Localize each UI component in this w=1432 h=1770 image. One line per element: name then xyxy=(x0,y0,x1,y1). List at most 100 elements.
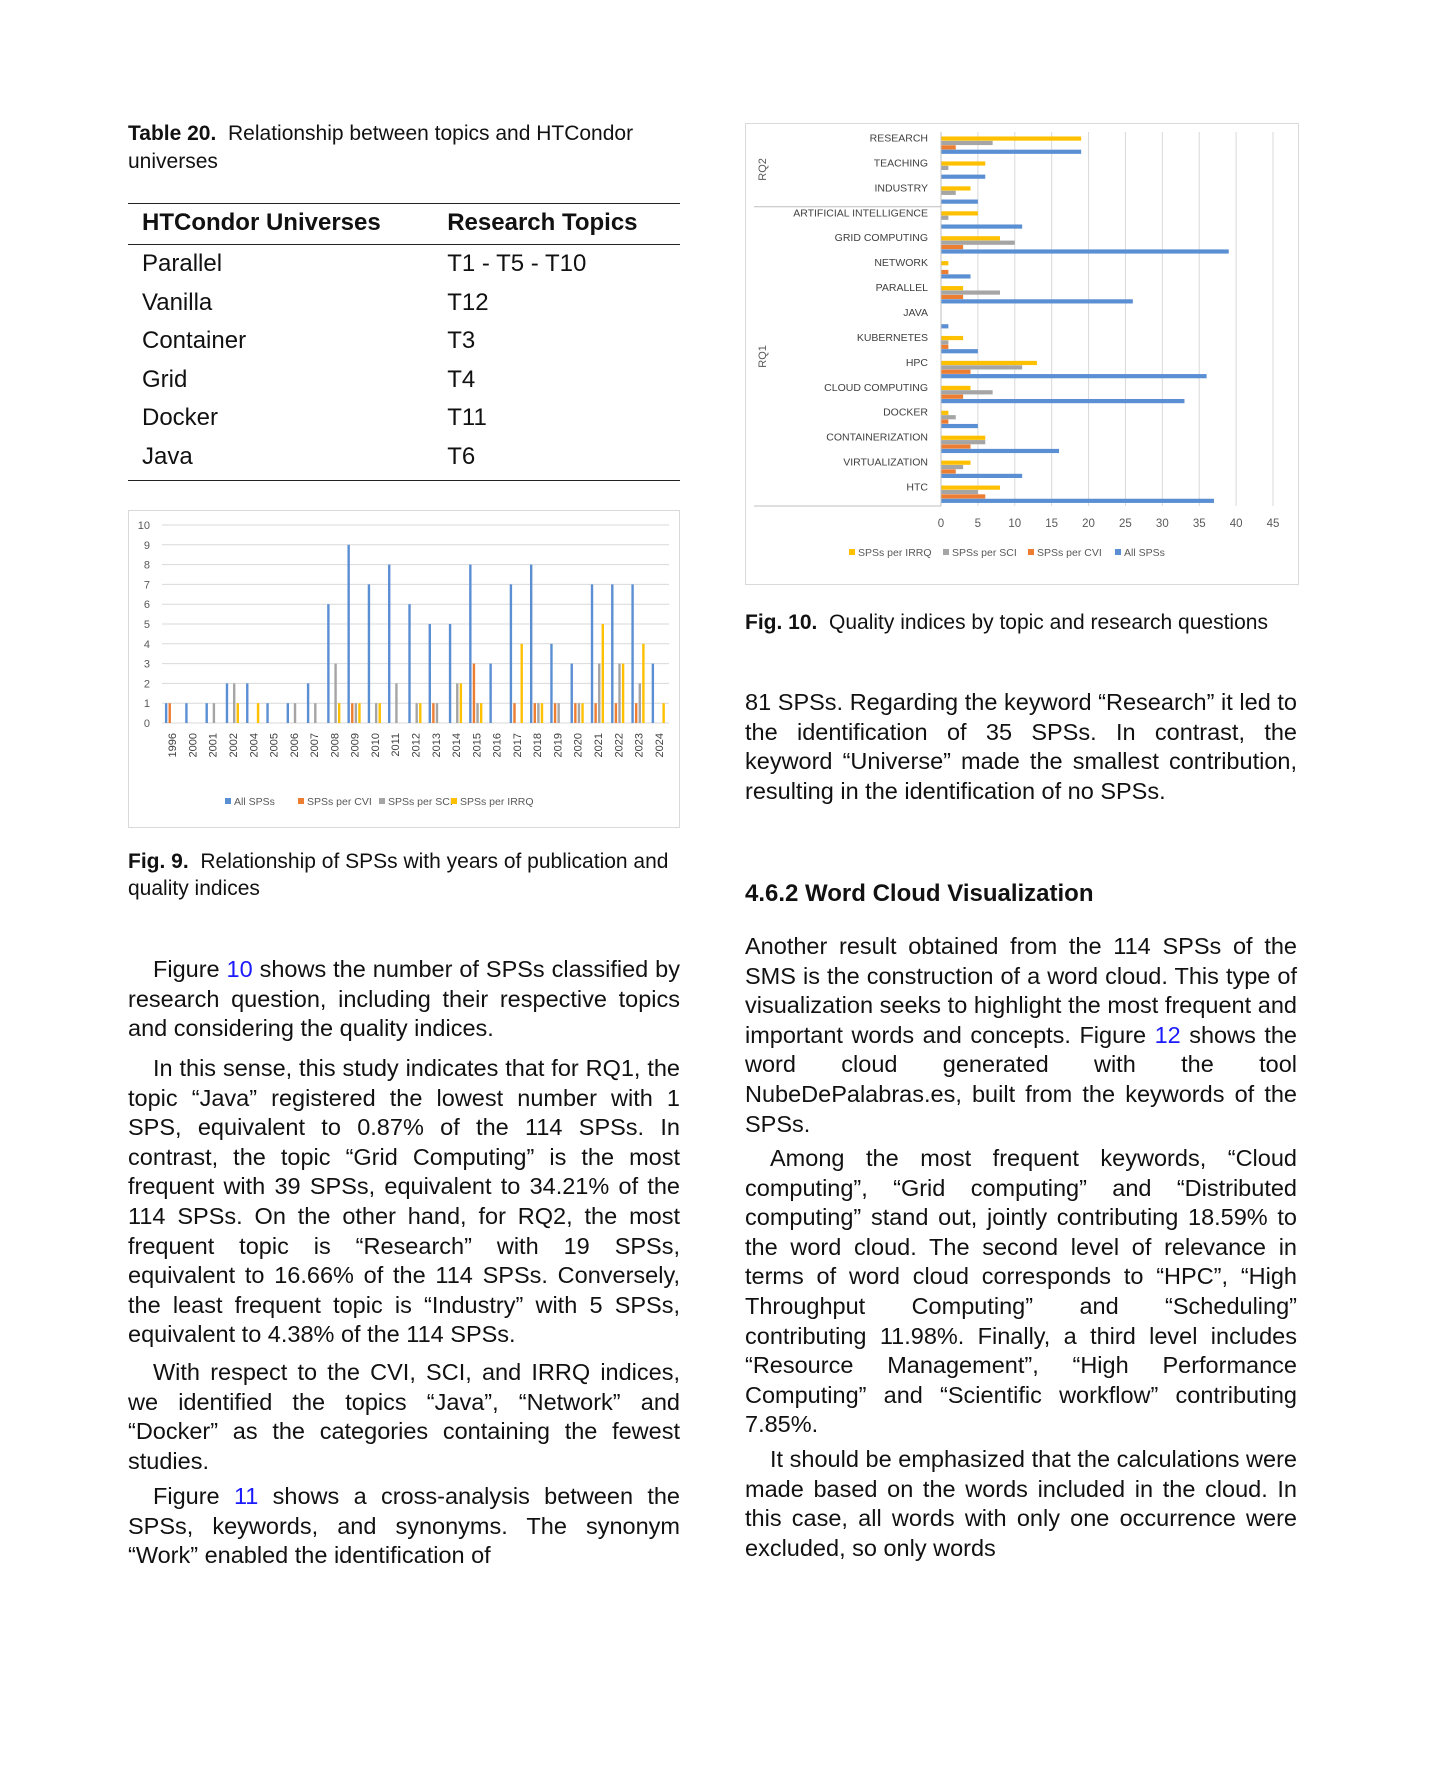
text-run: Figure xyxy=(153,1483,234,1509)
bar xyxy=(941,186,971,191)
bar xyxy=(941,161,986,166)
bar xyxy=(374,703,378,723)
bar xyxy=(941,261,949,266)
y-tick-label: 3 xyxy=(144,659,150,671)
x-tick-label: 2006 xyxy=(289,733,301,757)
bar xyxy=(378,703,381,723)
table-cell: T4 xyxy=(447,365,476,393)
bar xyxy=(941,435,986,440)
bar xyxy=(941,145,956,150)
x-tick-label: 2017 xyxy=(512,733,524,757)
figure-11-link[interactable]: 11 xyxy=(233,1483,259,1509)
bar xyxy=(941,149,1082,154)
x-tick-label: 2013 xyxy=(431,733,443,757)
bar xyxy=(509,584,513,723)
bar xyxy=(577,703,581,723)
bar xyxy=(642,643,645,723)
y-tick-label: 6 xyxy=(144,599,150,611)
legend-swatch xyxy=(379,798,385,804)
bar xyxy=(651,663,655,723)
legend-swatch xyxy=(849,549,855,555)
x-tick-label: 40 xyxy=(1230,518,1243,530)
category-label: CONTAINERIZATION xyxy=(826,432,928,444)
x-tick-label: 2021 xyxy=(593,733,605,757)
bar xyxy=(540,703,544,723)
bar xyxy=(941,385,971,390)
text-run: shows the word cloud generated with the … xyxy=(745,1021,1297,1137)
bar xyxy=(941,374,1207,379)
table-row: Java T6 xyxy=(128,437,680,481)
y-tick-label: 7 xyxy=(144,579,150,591)
bar xyxy=(614,703,618,723)
bar xyxy=(456,683,459,723)
bar xyxy=(520,643,523,723)
bar xyxy=(601,624,605,723)
bar xyxy=(334,663,337,723)
bar xyxy=(941,245,964,250)
table-cell: T11 xyxy=(447,404,487,432)
x-tick-label: 0 xyxy=(938,518,944,530)
bar xyxy=(941,469,956,474)
bar xyxy=(570,663,573,723)
text-run: Figure xyxy=(153,956,227,982)
bar xyxy=(941,415,956,420)
legend-label: SPSs per SCI xyxy=(388,796,453,808)
table-header-topics: Research Topics xyxy=(433,203,680,245)
bar xyxy=(941,390,993,395)
bar xyxy=(941,199,978,204)
bar xyxy=(435,703,439,723)
fig10-caption-text: Quality indices by topic and research qu… xyxy=(829,611,1268,634)
y-tick-label: 4 xyxy=(144,639,150,651)
bar xyxy=(395,683,398,723)
category-label: NETWORK xyxy=(874,257,928,269)
bar xyxy=(941,274,971,279)
bar xyxy=(941,224,1023,229)
left-paragraph-1: Figure 10 shows the number of SPSs class… xyxy=(128,955,680,1044)
bar xyxy=(941,423,978,429)
bar xyxy=(611,584,614,723)
bar xyxy=(168,703,171,723)
x-tick-label: 10 xyxy=(1008,518,1021,530)
x-tick-label: 15 xyxy=(1045,518,1058,530)
bar xyxy=(598,663,601,723)
bar xyxy=(941,299,1133,304)
x-tick-label: 5 xyxy=(975,518,981,530)
bar xyxy=(529,564,533,723)
bar xyxy=(941,190,956,195)
bar xyxy=(941,448,1060,454)
x-tick-label: 2004 xyxy=(248,733,260,757)
y-tick-label: 2 xyxy=(144,678,150,690)
bar xyxy=(314,703,317,723)
bar xyxy=(212,703,216,723)
category-label: ARTIFICIAL INTELLIGENCE xyxy=(793,207,928,219)
y-tick-label: 0 xyxy=(144,718,150,730)
category-label: RESEARCH xyxy=(870,132,928,144)
x-tick-label: 2000 xyxy=(187,733,199,757)
y-tick-label: 8 xyxy=(144,560,150,572)
table-cell: Parallel xyxy=(142,250,223,278)
text-run: Another result obtained from the 114 SPS… xyxy=(745,933,1297,1048)
fig10-chart-frame: 0 5 10 15 20 25 30 35 40 45 RESEARCH TEACHING INDUST… xyxy=(745,123,1299,585)
figure-12-link[interactable]: 12 xyxy=(1154,1021,1181,1048)
y-tick-label: 9 xyxy=(144,540,150,552)
bar xyxy=(941,410,949,415)
x-tick-label: 2020 xyxy=(573,733,585,757)
bar xyxy=(553,703,557,723)
legend-label: SPSs per CVI xyxy=(1037,547,1102,559)
table-row: Docker T11 xyxy=(128,399,680,438)
x-tick-label: 2016 xyxy=(492,733,504,757)
fig10-caption: Fig. 10. Quality indices by topic and re… xyxy=(745,609,1297,636)
right-paragraph-1: 81 SPSs. Regarding the keyword “Research… xyxy=(745,689,1297,804)
bar xyxy=(941,335,964,341)
bar xyxy=(286,703,290,723)
table-cell: T3 xyxy=(447,327,476,355)
x-tick-label: 2012 xyxy=(411,733,423,757)
y-tick-label: 10 xyxy=(138,520,150,532)
bar xyxy=(293,703,297,723)
bar xyxy=(367,584,371,723)
bar xyxy=(205,703,208,723)
right-paragraph-2: Another result obtained from the 114 SPS… xyxy=(745,932,1297,1139)
bar xyxy=(266,703,269,723)
figure-10-link[interactable]: 10 xyxy=(226,956,253,982)
bar xyxy=(256,703,260,723)
